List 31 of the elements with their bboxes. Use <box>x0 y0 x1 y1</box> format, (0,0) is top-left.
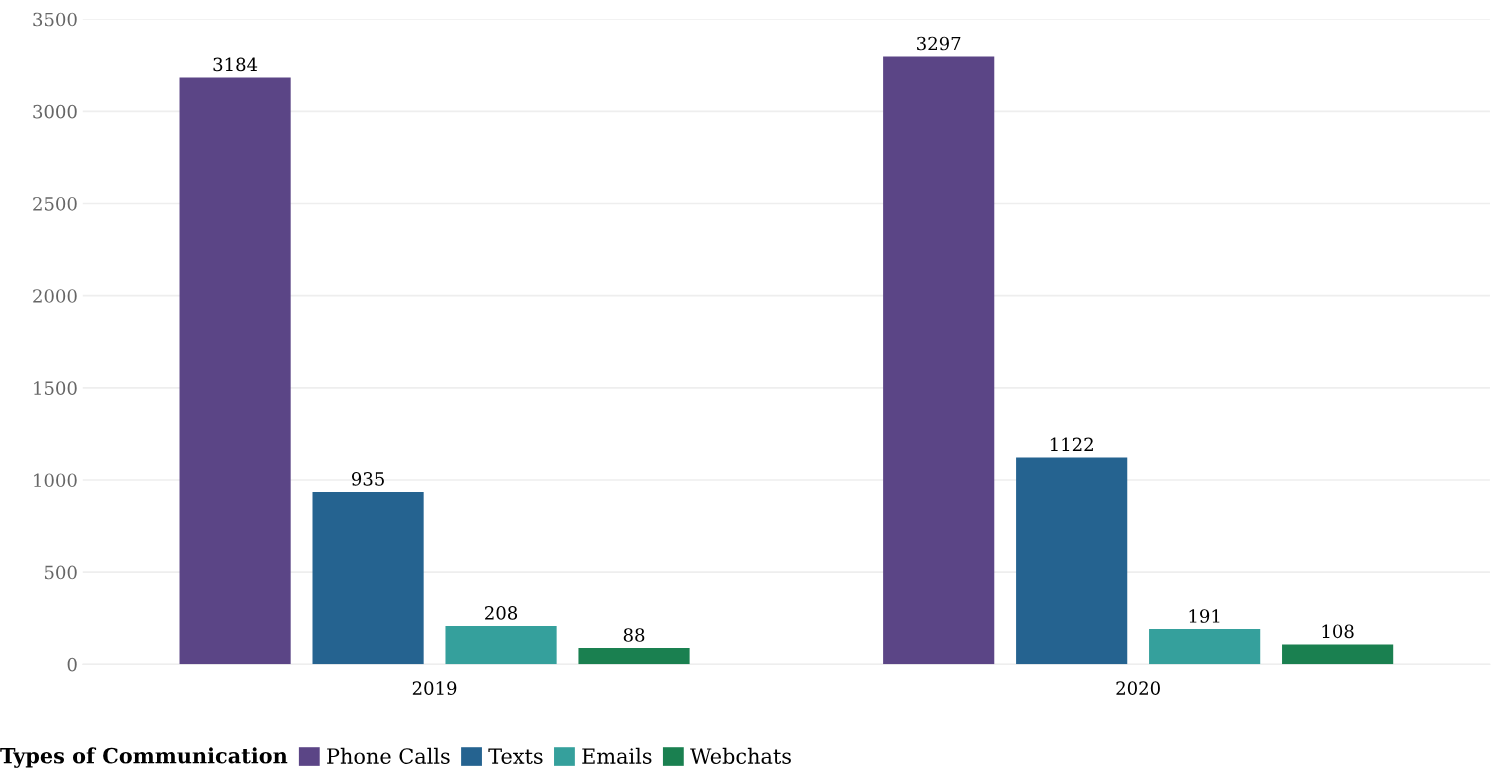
bar <box>578 648 690 665</box>
y-tick-label: 1000 <box>34 473 77 488</box>
y-tick-label: 0 <box>67 657 77 672</box>
bar <box>312 491 424 665</box>
bar <box>445 625 557 665</box>
legend-label: Emails <box>582 747 652 764</box>
bar <box>1016 457 1128 665</box>
legend-title: Types of Communication <box>0 747 288 768</box>
data-label: 1122 <box>1050 437 1093 451</box>
bar <box>179 77 291 665</box>
data-label: 3184 <box>213 57 258 72</box>
data-label: 3297 <box>917 36 961 51</box>
x-tick-label: 2019 <box>412 681 457 695</box>
x-tick-label: 2020 <box>1116 681 1160 695</box>
y-tick-label: 2500 <box>33 196 77 211</box>
bar <box>883 56 995 665</box>
data-label: 108 <box>1322 624 1354 639</box>
data-label: 208 <box>485 606 518 620</box>
y-tick-label: 2000 <box>33 289 77 303</box>
y-tick-label: 3000 <box>33 104 77 119</box>
y-tick-label: 500 <box>44 565 77 580</box>
bar <box>1282 644 1394 665</box>
data-label: 191 <box>1189 609 1220 623</box>
legend-label: Webchats <box>690 747 791 764</box>
legend-label: Texts <box>488 748 543 764</box>
bar <box>1149 629 1261 665</box>
legend-label: Phone Calls <box>327 747 450 764</box>
data-label: 88 <box>623 628 645 642</box>
data-label: 935 <box>351 472 384 486</box>
y-tick-label: 3500 <box>33 12 77 27</box>
y-tick-label: 1500 <box>34 381 77 395</box>
